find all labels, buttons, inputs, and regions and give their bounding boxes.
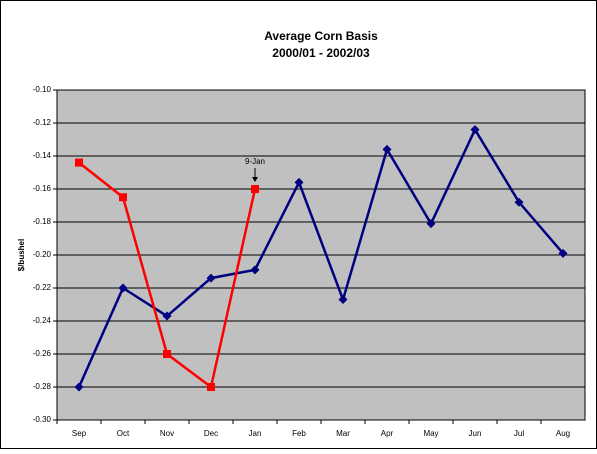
marker: [294, 177, 304, 187]
marker: [251, 185, 259, 193]
marker: [514, 197, 524, 207]
marker: [206, 273, 216, 283]
marker: [119, 193, 127, 202]
annotation-arrowhead: [252, 177, 258, 182]
x-tick-label: Jun: [469, 429, 482, 438]
x-tick-label: Aug: [556, 429, 570, 438]
x-tick-label: May: [423, 429, 438, 438]
series-line: [77, 126, 564, 388]
y-tick-label: -0.28: [33, 382, 52, 391]
chart-subtitle: 2000/01 - 2002/03: [272, 46, 370, 60]
y-axis-label: $/bushel: [17, 239, 26, 271]
x-tick-label: Feb: [292, 429, 306, 438]
x-tick-label: Mar: [336, 429, 350, 438]
marker: [118, 283, 128, 293]
y-tick-label: -0.18: [33, 217, 52, 226]
x-tick-label: Apr: [381, 429, 394, 438]
y-tick-label: -0.16: [33, 184, 52, 193]
annotation: 9-Jan: [245, 157, 265, 166]
marker: [163, 350, 171, 358]
chart-title: Average Corn Basis: [264, 29, 378, 43]
marker: [470, 125, 480, 135]
y-tick-label: -0.10: [33, 85, 52, 94]
y-tick-label: -0.20: [33, 250, 52, 259]
x-tick-label: Jul: [514, 429, 524, 438]
x-tick-label: Oct: [117, 429, 130, 438]
y-tick-label: -0.14: [33, 151, 52, 160]
marker: [74, 382, 84, 392]
marker: [75, 158, 83, 167]
marker: [207, 383, 215, 391]
x-tick-label: Sep: [72, 429, 87, 438]
y-tick-label: -0.30: [33, 415, 52, 424]
marker: [250, 265, 260, 275]
y-tick-label: -0.24: [33, 316, 52, 325]
x-tick-label: Dec: [204, 429, 218, 438]
marker: [162, 311, 172, 321]
y-tick-label: -0.12: [33, 118, 52, 127]
y-tick-label: -0.26: [33, 349, 52, 358]
marker: [558, 248, 568, 258]
plot-border: [56, 89, 586, 421]
y-tick-label: -0.22: [33, 283, 52, 292]
marker: [382, 144, 392, 154]
marker: [426, 219, 436, 229]
x-tick-label: Nov: [160, 429, 174, 438]
x-tick-label: Jan: [249, 429, 262, 438]
marker: [338, 295, 348, 305]
